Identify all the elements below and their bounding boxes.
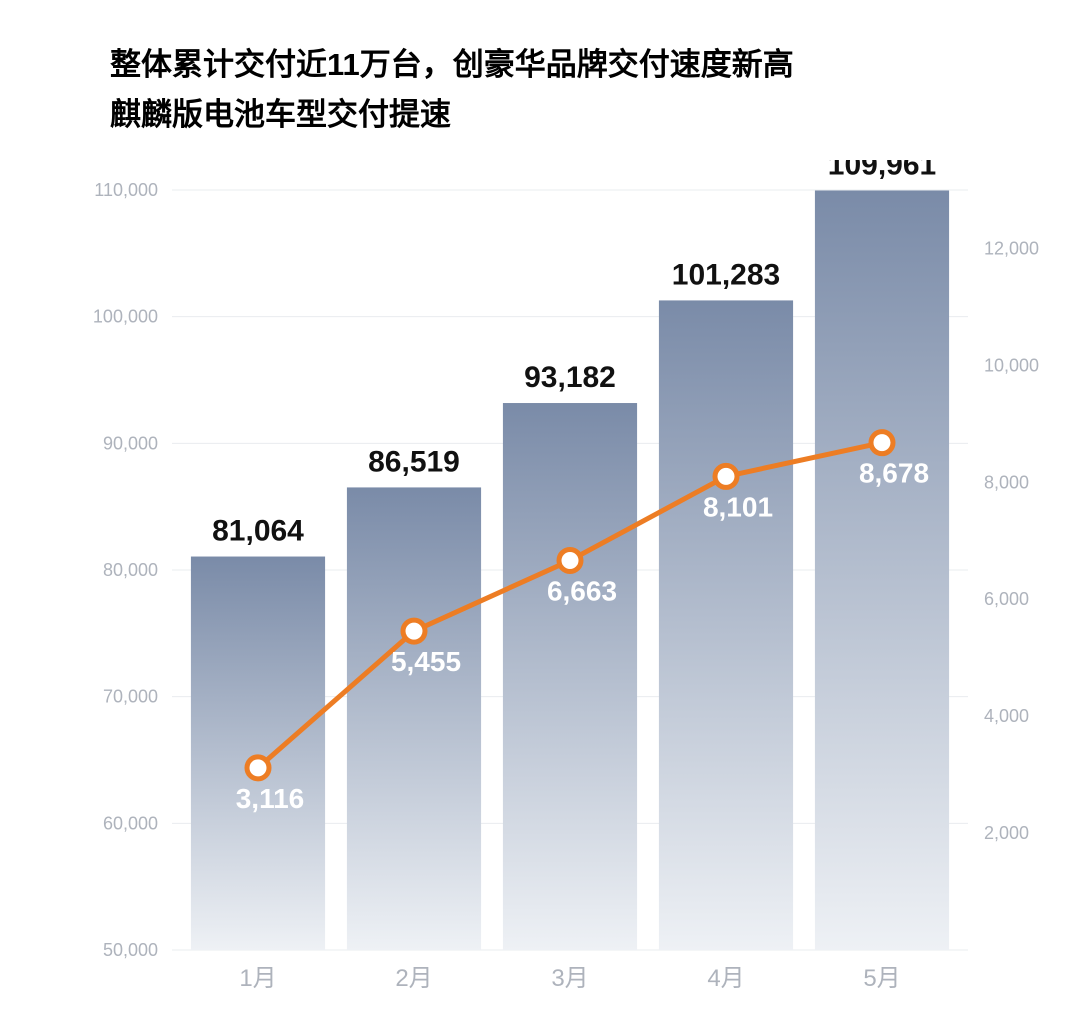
bar bbox=[347, 487, 481, 950]
line-marker bbox=[559, 549, 581, 571]
chart-title-block: 整体累计交付近11万台，创豪华品牌交付速度新高 麒麟版电池车型交付提速 bbox=[0, 40, 1080, 140]
chart-svg: 50,000 60,000 70,000 80,000 90,000 100,000 110… bbox=[60, 160, 1060, 1000]
bar-value-label: 101,283 bbox=[672, 258, 780, 291]
x-category-label: 1月 bbox=[239, 965, 276, 992]
line-value-label: 8,678 bbox=[859, 458, 929, 489]
x-category-label: 4月 bbox=[707, 965, 744, 992]
chart: 50,000 60,000 70,000 80,000 90,000 100,000 110… bbox=[60, 160, 1060, 1000]
line-marker bbox=[871, 432, 893, 454]
title-line-1: 整体累计交付近11万台，创豪华品牌交付速度新高 bbox=[110, 40, 1080, 90]
y-left-tick-label: 90,000 bbox=[103, 433, 158, 453]
y-right-tick-label: 6,000 bbox=[984, 589, 1029, 609]
line-marker bbox=[715, 465, 737, 487]
x-category-label: 3月 bbox=[551, 965, 588, 992]
line-value-label: 3,116 bbox=[236, 783, 305, 814]
y-left-tick-label: 110,000 bbox=[94, 180, 158, 200]
bar bbox=[815, 190, 949, 950]
y-left-tick-label: 60,000 bbox=[103, 813, 158, 833]
bar-value-label: 93,182 bbox=[524, 361, 616, 394]
line-value-label: 8,101 bbox=[703, 491, 773, 522]
y-left-tick-label: 100,000 bbox=[93, 307, 158, 327]
line-marker bbox=[403, 620, 425, 642]
y-left-tick-label: 70,000 bbox=[103, 687, 158, 707]
bar-value-label: 86,519 bbox=[368, 445, 460, 478]
bar bbox=[191, 557, 325, 950]
bar-value-label: 109,961 bbox=[828, 160, 936, 181]
y-right-tick-label: 8,000 bbox=[984, 472, 1029, 492]
y-right-tick-label: 10,000 bbox=[984, 355, 1039, 375]
y-right-tick-label: 12,000 bbox=[984, 238, 1039, 258]
x-category-label: 5月 bbox=[863, 965, 900, 992]
line-value-label: 5,455 bbox=[391, 646, 461, 677]
y-left-tick-label: 80,000 bbox=[103, 560, 158, 580]
page: 整体累计交付近11万台，创豪华品牌交付速度新高 麒麟版电池车型交付提速 50,0… bbox=[0, 0, 1080, 1017]
y-right-tick-label: 4,000 bbox=[984, 706, 1029, 726]
bar-value-label: 81,064 bbox=[212, 515, 304, 548]
line-marker bbox=[247, 757, 269, 779]
x-category-label: 2月 bbox=[395, 965, 432, 992]
line-value-label: 6,663 bbox=[547, 575, 617, 606]
y-right-tick-label: 2,000 bbox=[984, 823, 1029, 843]
bar bbox=[503, 403, 637, 950]
y-left-tick-label: 50,000 bbox=[103, 940, 158, 960]
bar bbox=[659, 300, 793, 950]
title-line-2: 麒麟版电池车型交付提速 bbox=[110, 90, 1080, 140]
